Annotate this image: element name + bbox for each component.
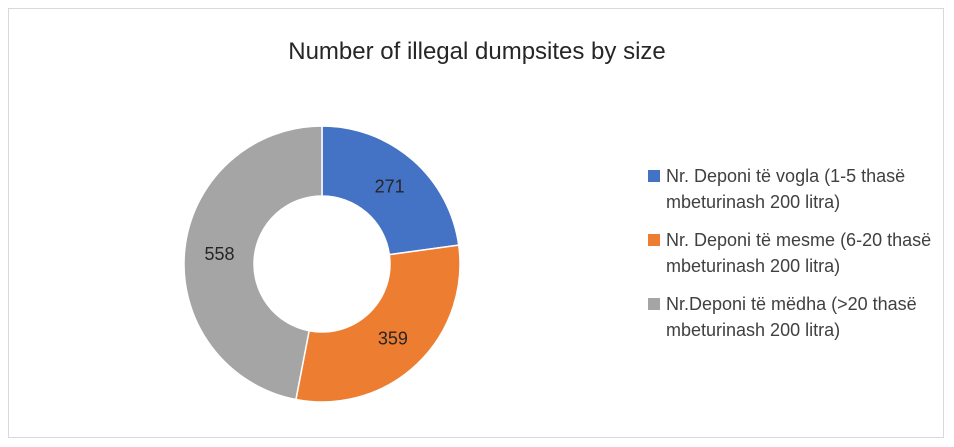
data-label-medium: 359 xyxy=(378,329,408,349)
donut-slice-large xyxy=(183,125,323,401)
legend-item-large: Nr.Deponi të mëdha (>20 thasë mbeturinas… xyxy=(648,291,948,343)
data-label-small: 271 xyxy=(375,176,405,196)
legend: Nr. Deponi të vogla (1-5 thasë mbeturina… xyxy=(648,163,948,355)
legend-label-medium: Nr. Deponi të mesme (6-20 thasë mbeturin… xyxy=(666,230,932,276)
legend-swatch-medium xyxy=(648,234,660,246)
legend-item-small: Nr. Deponi të vogla (1-5 thasë mbeturina… xyxy=(648,163,948,215)
legend-swatch-small xyxy=(648,170,660,182)
legend-swatch-large xyxy=(648,298,660,310)
legend-label-small: Nr. Deponi të vogla (1-5 thasë mbeturina… xyxy=(666,166,906,212)
chart-title: Number of illegal dumpsites by size xyxy=(288,38,666,65)
donut-slice-small xyxy=(321,125,460,256)
legend-item-medium: Nr. Deponi të mesme (6-20 thasë mbeturin… xyxy=(648,227,948,279)
data-label-large: 558 xyxy=(204,244,234,264)
legend-label-large: Nr.Deponi të mëdha (>20 thasë mbeturinas… xyxy=(666,294,917,340)
donut-slice-medium xyxy=(295,244,461,403)
chart-area xyxy=(8,8,944,438)
